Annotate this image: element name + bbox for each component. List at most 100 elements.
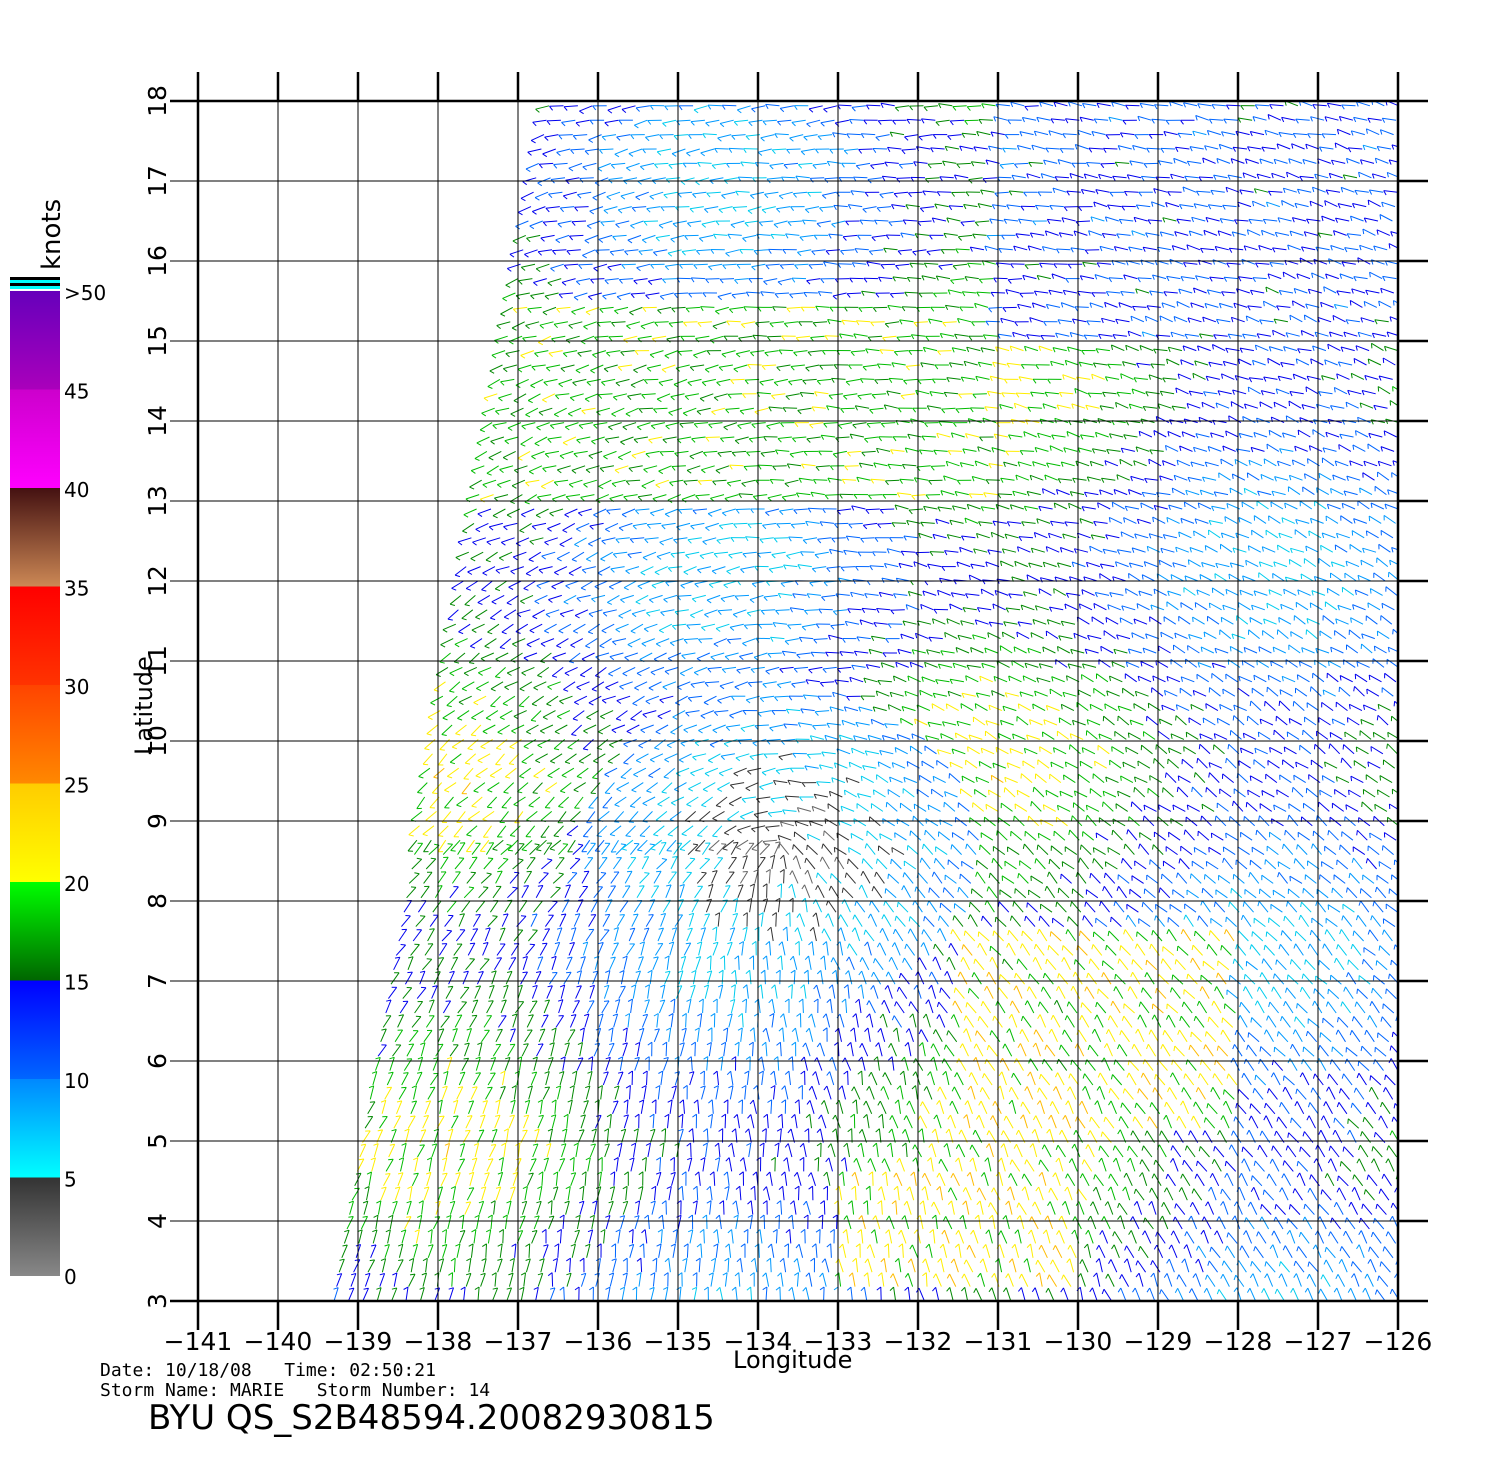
wind-barb (617, 1229, 621, 1244)
wind-barb-flag (968, 902, 971, 908)
wind-barb-flag (603, 1071, 609, 1074)
wind-barb (861, 1043, 869, 1057)
wind-barb (610, 1027, 614, 1042)
wind-barb (525, 944, 536, 956)
wind-barb (1026, 1000, 1035, 1014)
wind-barb (1024, 830, 1037, 841)
colorbar-band-3 (10, 882, 60, 981)
wind-barb (1165, 846, 1178, 856)
wind-barb (549, 1287, 556, 1301)
wind-barb (1035, 1029, 1044, 1043)
wind-barb (935, 1215, 938, 1230)
wind-barb-flag (406, 1200, 412, 1204)
wind-barb (982, 1001, 992, 1014)
wind-barb (556, 927, 563, 942)
wind-barb-flag (967, 914, 971, 920)
wind-barb-flag (1307, 1187, 1311, 1193)
wind-barb-flag (625, 1084, 631, 1089)
wind-barb-flag (950, 1014, 955, 1020)
wind-barb (1120, 945, 1131, 956)
wind-barb-flag (877, 1027, 882, 1033)
wind-barb-flag (569, 1085, 575, 1089)
wind-barb-flag (679, 884, 685, 887)
wind-barb (830, 885, 840, 899)
wind-barb-flag (942, 887, 945, 893)
wind-barb (1093, 931, 1105, 942)
wind-barb-flag (731, 969, 736, 974)
wind-barb (966, 1114, 971, 1129)
wind-barb-flag (759, 1214, 765, 1219)
wind-barb (1158, 1144, 1167, 1158)
wind-barb (958, 1243, 962, 1258)
wind-barb-flag (1182, 1160, 1185, 1166)
wind-barb (1225, 832, 1238, 841)
wind-barb-flag (464, 1042, 470, 1045)
wind-barb-flag (597, 1156, 603, 1161)
wind-barb-flag (712, 870, 718, 873)
wind-barb-flag (931, 871, 935, 877)
wind-barb-flag (600, 1229, 606, 1233)
wind-barb-flag (1220, 1188, 1223, 1194)
wind-barb (1221, 1188, 1231, 1201)
wind-barb (724, 1272, 728, 1287)
wind-barb (715, 1243, 719, 1258)
wind-barb (1243, 1072, 1252, 1086)
wind-barb (624, 870, 633, 884)
wind-barb (944, 1230, 950, 1244)
wind-barb-flag (414, 872, 420, 875)
wind-barb (513, 1085, 517, 1100)
wind-barb-flag (1121, 858, 1124, 864)
wind-barb-flag (1065, 1100, 1069, 1106)
wind-barb-flag (779, 854, 785, 860)
wind-barb (1004, 1043, 1013, 1057)
wind-barb (1115, 973, 1126, 985)
wind-barb (715, 926, 718, 942)
wind-barb (906, 943, 916, 956)
wind-barb (861, 1056, 866, 1071)
wind-barb-flag (776, 1200, 782, 1205)
wind-barb (908, 1100, 916, 1114)
wind-barb (609, 1272, 615, 1287)
wind-barb-flag (1230, 888, 1232, 894)
wind-barb-flag (541, 1228, 547, 1233)
wind-barb-flag (1028, 1229, 1032, 1235)
wind-barb-flag (1078, 930, 1081, 936)
wind-barb-flag (1266, 1173, 1270, 1179)
wind-barb (538, 872, 549, 884)
wind-barb-flag (500, 1086, 506, 1089)
wind-barb-flag (1263, 944, 1266, 951)
wind-barb (1011, 1014, 1018, 1028)
wind-barb-flag (1189, 1202, 1193, 1208)
wind-barb-flag (1021, 1173, 1025, 1179)
wind-barb (1064, 1115, 1072, 1129)
wind-barb (1035, 1042, 1041, 1057)
wind-barb (1321, 861, 1334, 870)
wind-barb (778, 834, 792, 841)
wind-barb-flag (1195, 1087, 1199, 1093)
wind-barb-flag (490, 1057, 496, 1060)
wind-barb-flag (1048, 1028, 1053, 1034)
wind-barb-flag (885, 1229, 890, 1234)
wind-barb-flag (1179, 1016, 1182, 1022)
wind-barb-flag (521, 849, 527, 852)
wind-barb-flag (1373, 816, 1375, 822)
wind-barb (1217, 960, 1230, 971)
wind-barb (626, 1099, 629, 1114)
wind-barb-flag (1282, 1160, 1285, 1166)
wind-barb (1130, 1230, 1137, 1244)
wind-barb (652, 956, 659, 970)
wind-barb-flag (1328, 1145, 1331, 1151)
wind-barb-flag (1122, 1186, 1126, 1192)
wind-barb-flag (1096, 1086, 1101, 1091)
wind-barb (783, 869, 785, 884)
wind-barb (812, 805, 826, 812)
wind-barb (1009, 1186, 1015, 1201)
wind-barb-flag (510, 957, 516, 959)
wind-barb-flag (624, 1171, 629, 1176)
wind-barb (669, 1099, 673, 1114)
wind-barb-flag (1059, 1044, 1062, 1050)
wind-barb-flag (580, 956, 586, 959)
wind-barb (1201, 986, 1210, 999)
wind-barb (759, 1229, 763, 1244)
wind-barb (782, 1186, 785, 1201)
